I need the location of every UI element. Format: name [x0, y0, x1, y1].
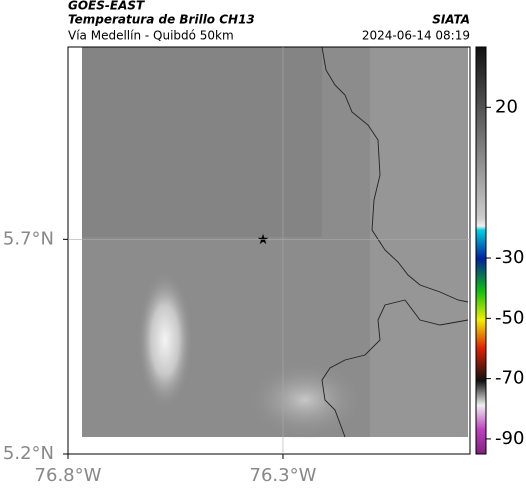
title: Temperatura de Brillo CH13 [68, 13, 255, 27]
colorbar-label: 20 [495, 96, 518, 117]
border [321, 299, 406, 438]
location-star: ★ [257, 232, 270, 248]
cloud-dark [82, 47, 322, 237]
border [404, 299, 469, 326]
colorbar-label: -90 [495, 428, 524, 449]
border [321, 46, 469, 303]
colorbar-label: -50 [495, 307, 524, 328]
colorbar [475, 46, 487, 455]
date: 2024-06-14 08:19 [362, 29, 470, 43]
x-tick-label: 76.8°W [35, 465, 102, 486]
y-tick-label: 5.2°N [3, 443, 54, 464]
cloud-light [370, 47, 468, 437]
colorbar-label: -70 [495, 368, 524, 389]
x-tick-label: 76.3°W [250, 465, 317, 486]
cloud-bright [137, 270, 193, 410]
y-tick-label: 5.7°N [3, 228, 54, 249]
source: GOES-EAST [68, 0, 145, 13]
colorbar-label: -30 [495, 247, 524, 268]
map: ★ [67, 46, 471, 455]
map-border [67, 46, 471, 455]
cloud-bright [245, 360, 365, 440]
subtitle: Vía Medellín - Quibdó 50km [68, 29, 234, 43]
org: SIATA [432, 13, 470, 27]
